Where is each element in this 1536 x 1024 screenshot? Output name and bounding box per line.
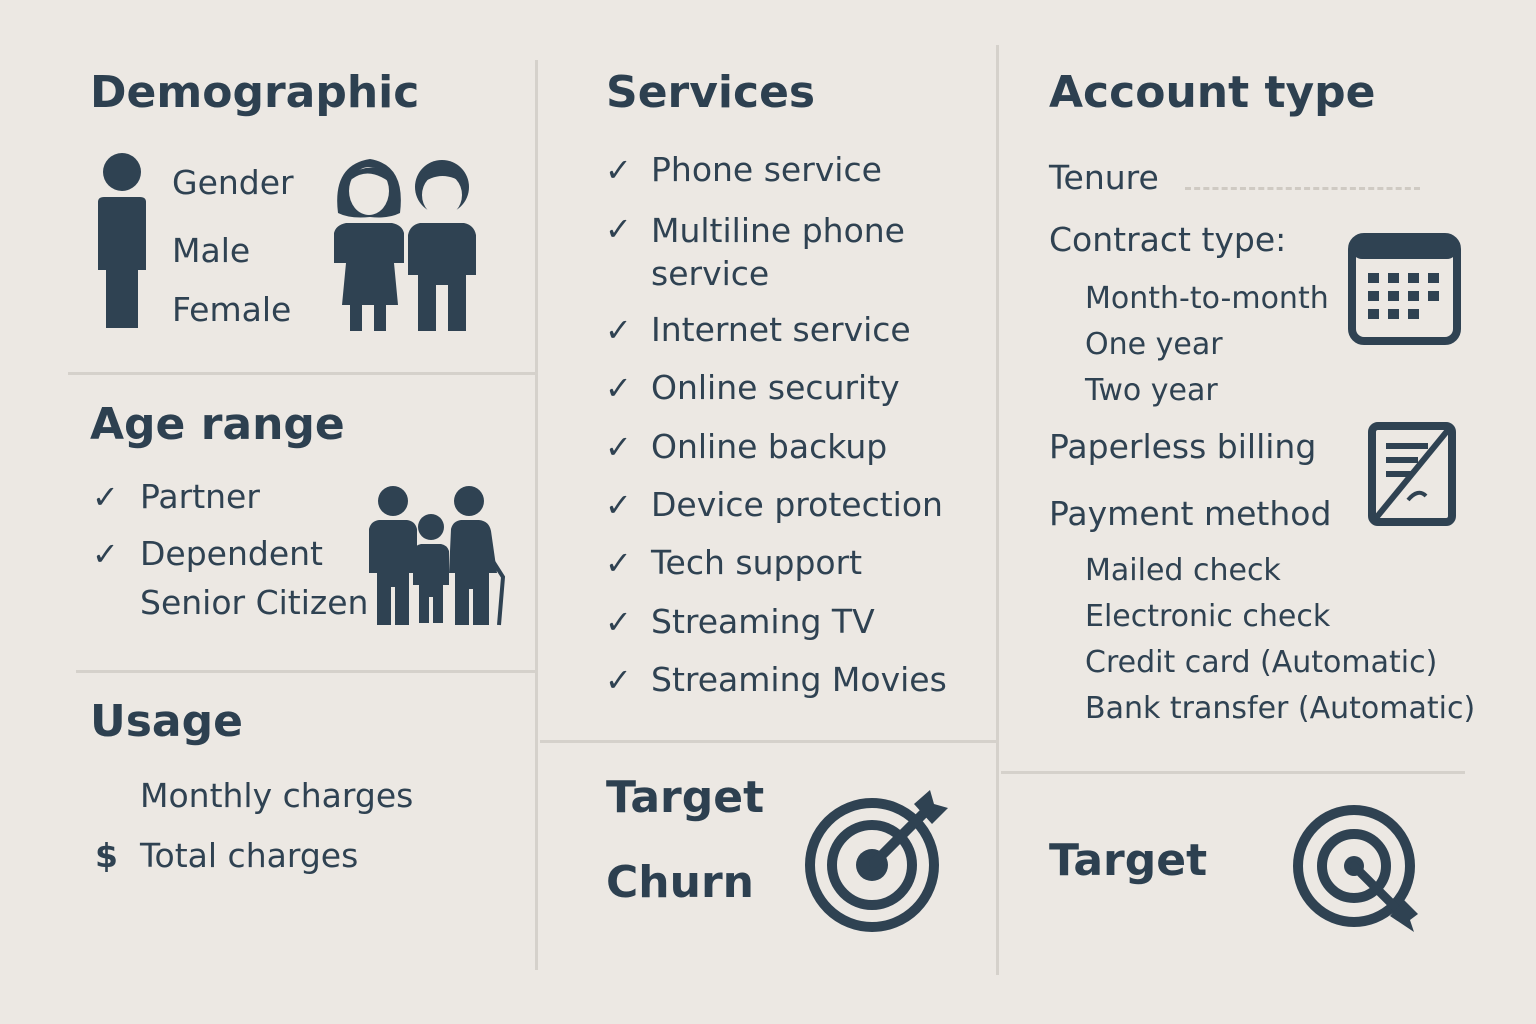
tenure-dotted-line bbox=[1185, 187, 1420, 190]
service-item: Streaming Movies bbox=[651, 660, 947, 699]
check-icon: ✓ bbox=[605, 428, 632, 466]
dollar-icon: $ bbox=[95, 836, 118, 875]
check-icon: ✓ bbox=[605, 151, 632, 189]
age-item-dependent: Dependent bbox=[140, 534, 323, 573]
service-item: Streaming TV bbox=[651, 602, 875, 641]
row-divider-age-range bbox=[76, 670, 535, 673]
service-item: Multiline phone service bbox=[651, 211, 905, 293]
check-icon: ✓ bbox=[92, 535, 119, 573]
demographic-item-male: Male bbox=[172, 231, 251, 270]
tenure-label: Tenure bbox=[1049, 158, 1159, 197]
service-item: Online backup bbox=[651, 427, 888, 466]
target-title: Target bbox=[606, 772, 765, 823]
contract-option-month-to-month: Month-to-month bbox=[1085, 281, 1329, 316]
service-item: Tech support bbox=[651, 543, 863, 582]
payment-option-bank-transfer: Bank transfer (Automatic) bbox=[1085, 691, 1476, 726]
age-range-title: Age range bbox=[90, 399, 345, 450]
service-item: Online security bbox=[651, 368, 900, 407]
check-icon: ✓ bbox=[605, 486, 632, 524]
payment-method-label: Payment method bbox=[1049, 494, 1332, 533]
row-divider-services bbox=[540, 740, 996, 743]
contract-option-one-year: One year bbox=[1085, 327, 1223, 362]
couple-icon bbox=[334, 159, 476, 331]
target-title: Target bbox=[1049, 835, 1208, 886]
paperless-billing-label: Paperless billing bbox=[1049, 427, 1317, 466]
usage-item-monthly-charges: Monthly charges bbox=[140, 776, 414, 815]
target-arrow-icon bbox=[805, 790, 948, 932]
payment-option-mailed-check: Mailed check bbox=[1085, 553, 1281, 588]
check-icon: ✓ bbox=[605, 661, 632, 699]
service-item: Internet service bbox=[651, 310, 911, 349]
service-item: Device protection bbox=[651, 485, 943, 524]
check-icon: ✓ bbox=[92, 478, 119, 516]
age-item-partner: Partner bbox=[140, 477, 260, 516]
check-icon: ✓ bbox=[605, 311, 632, 349]
family-icon bbox=[369, 486, 506, 626]
demographic-item-gender: Gender bbox=[172, 163, 294, 202]
calendar-icon bbox=[1348, 233, 1461, 345]
column-divider-left bbox=[535, 60, 538, 970]
row-divider-demographic bbox=[68, 372, 535, 375]
usage-item-total-charges: Total charges bbox=[140, 836, 359, 875]
check-icon: ✓ bbox=[605, 369, 632, 407]
churn-label: Churn bbox=[606, 857, 754, 908]
invoice-icon bbox=[1368, 422, 1456, 526]
check-icon: ✓ bbox=[605, 210, 632, 248]
payment-option-credit-card: Credit card (Automatic) bbox=[1085, 645, 1438, 680]
service-item: Phone service bbox=[651, 150, 882, 189]
services-title: Services bbox=[606, 67, 816, 118]
demographic-item-female: Female bbox=[172, 290, 292, 329]
payment-option-electronic-check: Electronic check bbox=[1085, 599, 1331, 634]
demographic-title: Demographic bbox=[90, 67, 420, 118]
account-type-title: Account type bbox=[1049, 67, 1376, 118]
person-icon bbox=[98, 153, 146, 328]
check-icon: ✓ bbox=[605, 544, 632, 582]
usage-title: Usage bbox=[90, 696, 243, 747]
target-arrow-icon bbox=[1293, 805, 1418, 932]
column-divider-right bbox=[996, 45, 999, 975]
age-item-senior-citizen: Senior Citizen bbox=[140, 583, 369, 622]
row-divider-account bbox=[1001, 771, 1465, 774]
contract-option-two-year: Two year bbox=[1085, 373, 1218, 408]
check-icon: ✓ bbox=[605, 603, 632, 641]
contract-type-label: Contract type: bbox=[1049, 220, 1287, 259]
